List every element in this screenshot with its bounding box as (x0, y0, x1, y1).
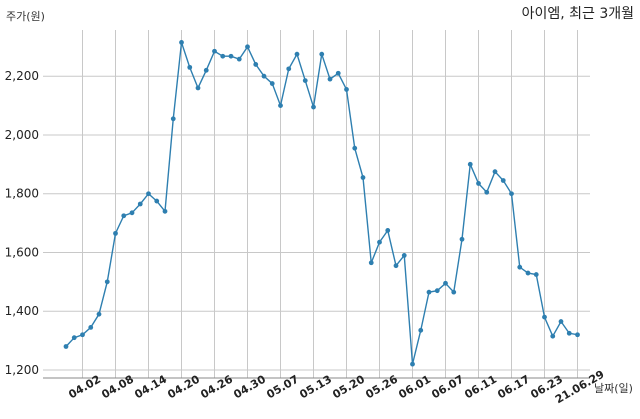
data-point (63, 344, 69, 349)
data-point (261, 73, 267, 79)
data-point (253, 62, 259, 67)
data-point (187, 64, 193, 70)
x-tick-label: 06.07 (429, 373, 466, 402)
x-tick-label: 05.20 (330, 372, 367, 401)
y-tick-label: 1,800 (5, 187, 39, 201)
data-point (467, 161, 473, 167)
x-tick-label: 04.30 (231, 372, 268, 401)
data-point (484, 189, 490, 195)
data-point (393, 263, 399, 269)
x-tick-label: 06.17 (495, 373, 532, 402)
data-point (228, 53, 234, 59)
data-point (121, 213, 127, 219)
data-point (179, 40, 184, 45)
data-point (203, 67, 209, 73)
data-point (96, 311, 102, 317)
data-point (352, 145, 358, 151)
data-point (113, 230, 118, 236)
series-group (63, 40, 580, 367)
y-tick-label: 1,600 (5, 245, 39, 259)
data-point (344, 87, 349, 92)
data-point (476, 181, 481, 186)
x-tick-label: 04.08 (99, 373, 136, 402)
data-point (517, 264, 523, 270)
series-line (65, 42, 578, 365)
data-point (294, 51, 300, 57)
y-tick-label: 2,000 (5, 128, 39, 142)
x-tick-label: 06.11 (462, 373, 499, 402)
data-point (377, 239, 382, 245)
data-point (212, 48, 217, 54)
data-point (236, 56, 242, 62)
x-tick-label: 04.20 (165, 372, 202, 401)
data-point (426, 289, 432, 295)
data-point (401, 253, 407, 258)
data-point (269, 81, 275, 86)
data-point (146, 191, 151, 197)
x-tick-label: 05.13 (297, 373, 334, 402)
y-tick-label: 1,200 (5, 363, 39, 377)
x-tick-label: 05.26 (363, 372, 400, 401)
data-point (311, 104, 316, 110)
gridlines (43, 30, 590, 378)
data-point (550, 333, 556, 339)
data-point (88, 324, 94, 330)
data-point (368, 260, 374, 266)
data-point (319, 51, 325, 57)
x-tick-label: 06.01 (396, 373, 433, 402)
data-point (434, 288, 440, 294)
data-point (500, 178, 506, 183)
data-point (509, 191, 514, 197)
data-point (459, 236, 465, 242)
data-point (410, 361, 415, 367)
data-point (137, 201, 143, 207)
data-point (278, 103, 283, 108)
data-point (195, 85, 201, 91)
x-tick-label: 04.14 (132, 372, 169, 401)
data-point (220, 53, 226, 59)
y-tick-labels: 1,200 1,400 1,600 1,800 2,000 2,200 (5, 69, 39, 377)
data-point (162, 208, 168, 214)
data-point (525, 270, 531, 276)
y-axis-label: 주가(원) (6, 10, 45, 23)
data-point (566, 330, 572, 336)
data-point (443, 280, 448, 286)
data-point (327, 76, 333, 82)
x-tick-label: 04.02 (66, 373, 103, 402)
data-point (533, 272, 539, 277)
data-point (245, 44, 250, 50)
data-point (335, 70, 341, 76)
data-point (575, 332, 580, 338)
data-point (451, 289, 457, 295)
data-point (286, 66, 292, 72)
data-point (385, 228, 391, 233)
data-point (71, 335, 77, 341)
x-axis-label: 날짜(일) (594, 381, 633, 395)
data-point (542, 314, 547, 320)
data-point (129, 210, 135, 216)
data-point (360, 175, 366, 180)
y-tick-label: 1,400 (5, 304, 39, 318)
data-point (302, 78, 308, 84)
data-point (154, 198, 160, 204)
chart-title: 아이엠, 최근 3개월 (522, 6, 634, 22)
data-point (104, 279, 110, 285)
x-tick-labels: 04.0204.0804.1404.2004.2604.3005.0705.13… (66, 368, 606, 406)
data-point (558, 319, 564, 324)
data-point (170, 116, 176, 122)
y-tick-label: 2,200 (5, 69, 39, 83)
data-point (80, 332, 85, 338)
x-tick-label: 04.26 (198, 372, 235, 401)
x-tick-label: 05.07 (264, 373, 301, 402)
data-point (492, 169, 498, 175)
data-point (418, 327, 424, 333)
